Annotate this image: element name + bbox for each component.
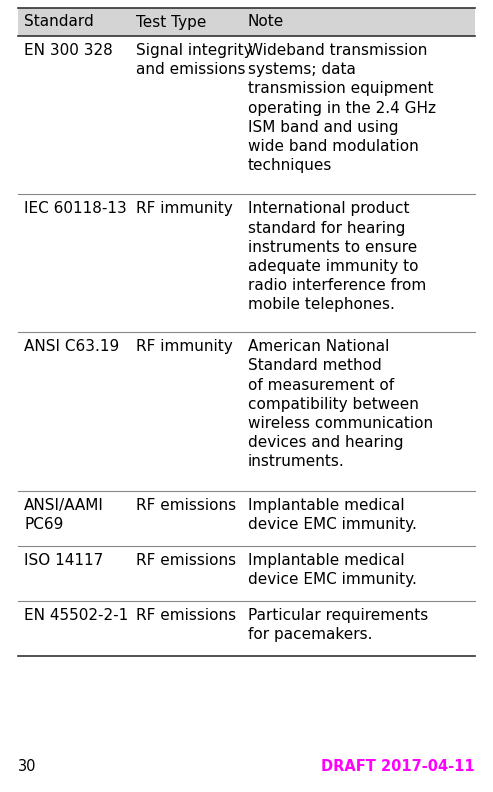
Text: ISO 14117: ISO 14117 [24,553,103,568]
Text: RF emissions: RF emissions [136,497,236,512]
Text: Particular requirements
for pacemakers.: Particular requirements for pacemakers. [248,608,428,642]
Text: Standard: Standard [24,14,94,29]
Text: EN 45502-2-1: EN 45502-2-1 [24,608,128,623]
Text: ANSI/AAMI
PC69: ANSI/AAMI PC69 [24,497,104,531]
Text: DRAFT 2017-04-11: DRAFT 2017-04-11 [321,759,475,774]
Text: Wideband transmission
systems; data
transmission equipment
operating in the 2.4 : Wideband transmission systems; data tran… [248,43,436,173]
Text: Test Type: Test Type [136,14,207,29]
Text: IEC 60118-13: IEC 60118-13 [24,201,127,216]
Text: Note: Note [248,14,284,29]
Text: International product
standard for hearing
instruments to ensure
adequate immuni: International product standard for heari… [248,201,426,312]
Text: RF immunity: RF immunity [136,339,233,354]
Text: 30: 30 [18,759,36,774]
Text: RF emissions: RF emissions [136,608,236,623]
Text: Signal integrity
and emissions: Signal integrity and emissions [136,43,252,77]
Text: RF emissions: RF emissions [136,553,236,568]
Text: Implantable medical
device EMC immunity.: Implantable medical device EMC immunity. [248,497,417,531]
Bar [18,8,475,36]
Text: American National
Standard method
of measurement of
compatibility between
wirele: American National Standard method of mea… [248,339,433,470]
Text: ANSI C63.19: ANSI C63.19 [24,339,119,354]
Text: Implantable medical
device EMC immunity.: Implantable medical device EMC immunity. [248,553,417,587]
Text: RF immunity: RF immunity [136,201,233,216]
Text: EN 300 328: EN 300 328 [24,43,113,58]
